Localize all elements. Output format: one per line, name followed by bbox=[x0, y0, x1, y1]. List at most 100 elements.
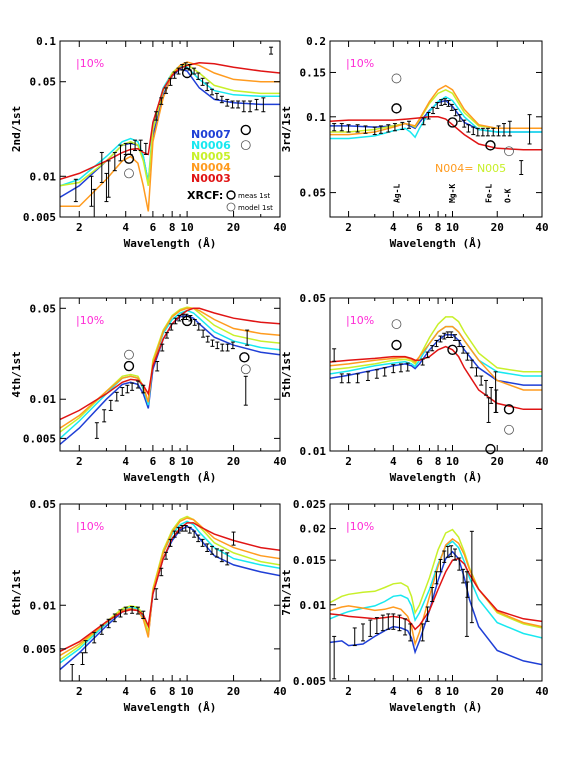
x-tick-label: 8 bbox=[169, 685, 176, 698]
x-axis-label: Wavelength (Å) bbox=[390, 237, 483, 250]
series-line-n0004 bbox=[330, 327, 542, 390]
y-tick-label: 0.15 bbox=[300, 66, 327, 79]
ten-percent-annotation: |10% bbox=[346, 520, 374, 533]
y-tick-label: 0.01 bbox=[300, 445, 327, 458]
plot-area bbox=[60, 517, 280, 684]
ten-percent-annotation: |10% bbox=[346, 314, 374, 327]
x-tick-label: 2 bbox=[345, 221, 352, 234]
ten-percent-annotation: |10% bbox=[76, 314, 104, 327]
isolated-data-point bbox=[528, 115, 532, 144]
data-point bbox=[236, 101, 240, 108]
legend-measured-label: meas 1st bbox=[238, 192, 270, 200]
x-tick-label: 10 bbox=[446, 685, 459, 698]
data-point bbox=[484, 380, 488, 395]
data-point bbox=[375, 618, 379, 634]
xrcf-measured-circle bbox=[392, 104, 401, 113]
data-point bbox=[120, 388, 124, 396]
y-axis-label: 4th/1st bbox=[10, 351, 23, 397]
x-tick-label: 8 bbox=[435, 685, 442, 698]
y-tick-label: 0.01 bbox=[30, 393, 57, 406]
element-edge-label: Fe-L bbox=[485, 184, 494, 203]
y-tick-label: 0.015 bbox=[293, 554, 326, 567]
data-point bbox=[465, 353, 469, 360]
series-line-n0007 bbox=[60, 526, 280, 669]
xrcf-model-circle bbox=[124, 169, 133, 178]
y-tick-label: 0.05 bbox=[30, 76, 57, 89]
legend-model-circle bbox=[227, 203, 235, 211]
data-point bbox=[102, 410, 106, 422]
x-tick-label: 4 bbox=[122, 685, 129, 698]
note-right: N005 bbox=[473, 162, 506, 175]
isolated-data-point bbox=[244, 376, 248, 405]
x-tick-label: 2 bbox=[345, 455, 352, 468]
y-tick-label: 0.05 bbox=[300, 292, 327, 305]
equivalence-note: N004= N005 bbox=[435, 162, 506, 175]
x-axis-label: Wavelength (Å) bbox=[124, 701, 217, 714]
xrcf-model-circle bbox=[124, 350, 133, 359]
series-line-n0003 bbox=[330, 347, 542, 410]
y-tick-label: 0.005 bbox=[23, 432, 56, 445]
y-tick-label: 0.01 bbox=[300, 599, 327, 612]
y-axis-label: 3rd/1st bbox=[280, 106, 293, 152]
y-tick-label: 0.005 bbox=[293, 675, 326, 688]
plot-area bbox=[60, 307, 280, 444]
chart-panel-p2: 2 4 6 8 10 20 40 0.005 0.01 0.05 0.1 Wavelength (Å)… bbox=[10, 35, 287, 250]
data-point bbox=[201, 78, 205, 85]
y-tick-label: 0.01 bbox=[30, 599, 57, 612]
y-axis-label: 5th/1st bbox=[280, 351, 293, 397]
data-point bbox=[201, 330, 205, 337]
xrcf-measured-circle bbox=[486, 445, 495, 454]
legend-xrcf-label: XRCF: bbox=[187, 189, 223, 202]
x-tick-label: 4 bbox=[122, 455, 129, 468]
data-point bbox=[373, 127, 377, 134]
xrcf-model-circle bbox=[505, 147, 514, 156]
y-tick-label: 0.2 bbox=[306, 35, 326, 48]
data-point bbox=[109, 400, 113, 410]
data-point bbox=[89, 176, 93, 206]
xrcf-measured-circle bbox=[124, 362, 133, 371]
xrcf-model-circle bbox=[505, 425, 514, 434]
data-point bbox=[210, 340, 214, 346]
x-axis-label: Wavelength (Å) bbox=[124, 237, 217, 250]
xrcf-model-circle bbox=[241, 141, 250, 150]
data-point bbox=[220, 96, 224, 102]
x-tick-label: 20 bbox=[227, 455, 240, 468]
xrcf-model-circle bbox=[241, 365, 250, 374]
isolated-data-point bbox=[269, 47, 273, 54]
x-tick-label: 4 bbox=[390, 685, 397, 698]
x-tick-label: 6 bbox=[416, 221, 423, 234]
y-tick-label: 0.005 bbox=[23, 211, 56, 224]
plot-area bbox=[330, 530, 542, 679]
isolated-data-point bbox=[332, 349, 336, 361]
x-tick-label: 40 bbox=[273, 455, 286, 468]
x-tick-label: 4 bbox=[122, 221, 129, 234]
x-tick-label: 2 bbox=[76, 455, 83, 468]
ten-percent-annotation: |10% bbox=[346, 57, 374, 70]
x-axis-label: Wavelength (Å) bbox=[390, 701, 483, 714]
x-tick-label: 20 bbox=[491, 221, 504, 234]
data-point bbox=[100, 152, 104, 182]
data-point bbox=[130, 383, 134, 390]
xrcf-measured-circle bbox=[183, 69, 192, 78]
data-point bbox=[215, 93, 219, 99]
y-tick-label: 0.1 bbox=[36, 35, 56, 48]
data-point bbox=[366, 372, 370, 381]
chart-panel-p6: 2 4 6 8 10 20 40 0.005 0.01 0.05 Wavelength (Å) 6th… bbox=[10, 498, 287, 714]
legend: N0007N0006N0005N0004N0003XRCF: meas 1stmo… bbox=[187, 128, 273, 212]
x-tick-label: 8 bbox=[435, 455, 442, 468]
x-tick-label: 4 bbox=[390, 455, 397, 468]
x-tick-label: 20 bbox=[491, 685, 504, 698]
chart-panel-p3: 2 4 6 8 10 20 40 0.05 0.1 0.15 0.2 Wavelength (Å) 3r… bbox=[280, 35, 549, 250]
x-tick-label: 10 bbox=[180, 221, 193, 234]
data-point bbox=[115, 392, 119, 401]
y-tick-label: 0.05 bbox=[30, 302, 57, 315]
chart-panel-p5: 2 4 6 8 10 20 400.010.05Wavelength (Å)5th/1st|… bbox=[280, 292, 549, 484]
data-point bbox=[486, 128, 490, 136]
y-tick-label: 0.05 bbox=[30, 498, 57, 511]
x-tick-label: 20 bbox=[491, 455, 504, 468]
xrcf-model-circle bbox=[392, 320, 401, 329]
x-tick-label: 40 bbox=[535, 455, 548, 468]
isolated-data-point bbox=[70, 664, 74, 683]
x-tick-label: 2 bbox=[76, 685, 83, 698]
